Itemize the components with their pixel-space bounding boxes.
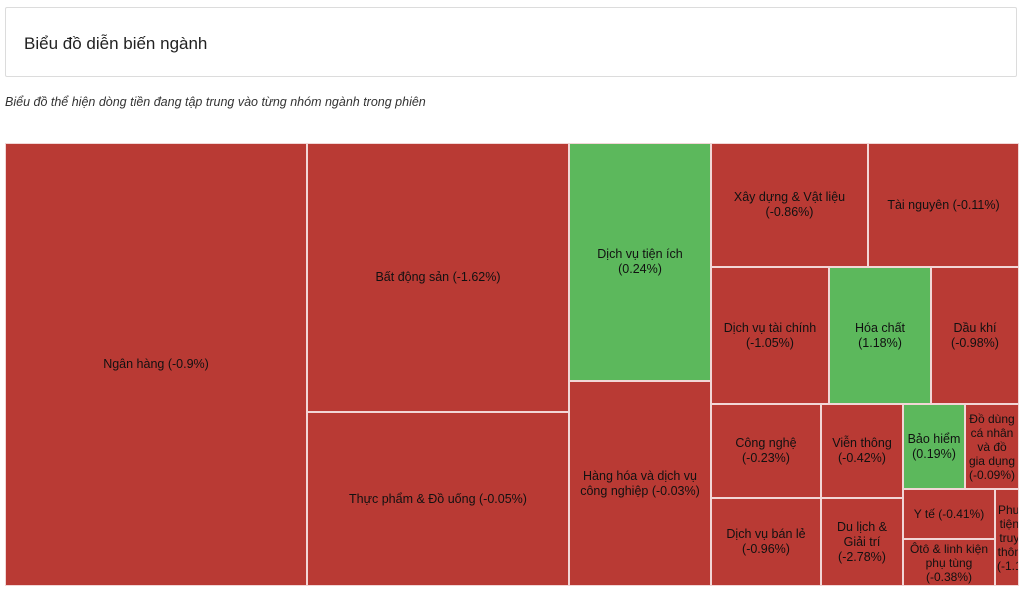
treemap-cell-label: Xây dựng & Vật liệu (-0.86%) <box>733 190 846 219</box>
treemap-cell-label: Ôtô & linh kiện phụ tùng (-0.38%) <box>909 541 989 584</box>
treemap-cell-do-dung-ca-nhan-va-do-gia-dung[interactable]: Đồ dùng cá nhân và đồ gia dụng (-0.09%) <box>965 404 1019 489</box>
treemap-cell-label: Bất động sản (-1.62%) <box>375 270 501 284</box>
treemap-cell-label: Bảo hiểm (0.19%) <box>907 431 961 461</box>
treemap-cell-label: Hàng hóa và dịch vụ công nghiệp (-0.03%) <box>580 468 700 498</box>
treemap-cell-hoa-chat[interactable]: Hóa chất (1.18%) <box>829 267 931 404</box>
page-title: Biểu đồ diễn biến ngành <box>24 34 208 53</box>
treemap-cell-label: Dịch vụ bán lẻ (-0.96%) <box>726 527 806 556</box>
treemap-cell-ngan-hang[interactable]: Ngân hàng (-0.9%) <box>5 143 307 586</box>
treemap-cell-du-lich-giai-tri[interactable]: Du lịch & Giải trí (-2.78%) <box>821 498 903 586</box>
chart-title-card: Biểu đồ diễn biến ngành <box>5 7 1017 77</box>
treemap-cell-thuc-pham-do-uong[interactable]: Thực phẩm & Đồ uống (-0.05%) <box>307 412 569 586</box>
treemap-cell-hang-hoa-va-dich-vu-cong-nghiep[interactable]: Hàng hóa và dịch vụ công nghiệp (-0.03%) <box>569 381 711 586</box>
treemap-cell-label: Ngân hàng (-0.9%) <box>103 357 209 371</box>
treemap-cell-y-te[interactable]: Y tế (-0.41%) <box>903 489 995 539</box>
treemap-cell-cong-nghe[interactable]: Công nghệ (-0.23%) <box>711 404 821 498</box>
treemap-cell-tai-nguyen[interactable]: Tài nguyên (-0.11%) <box>868 143 1019 267</box>
treemap-cell-bat-dong-san[interactable]: Bất động sản (-1.62%) <box>307 143 569 412</box>
treemap-cell-label: Phư tiện truy thôn (-1.1 <box>997 502 1019 573</box>
treemap-cell-dau-khi[interactable]: Dầu khí (-0.98%) <box>931 267 1019 404</box>
treemap-cell-oto-linh-kien-phu-tung[interactable]: Ôtô & linh kiện phụ tùng (-0.38%) <box>903 539 995 586</box>
treemap-cell-label: Dịch vụ tiện ích (0.24%) <box>597 247 683 276</box>
treemap-cell-dich-vu-ban-le[interactable]: Dịch vụ bán lẻ (-0.96%) <box>711 498 821 586</box>
chart-subtitle: Biểu đồ thể hiện dòng tiền đang tập trun… <box>5 95 426 109</box>
treemap-cell-label: Tài nguyên (-0.11%) <box>887 197 1000 212</box>
treemap-cell-dich-vu-tien-ich[interactable]: Dịch vụ tiện ích (0.24%) <box>569 143 711 381</box>
treemap-cell-label: Viễn thông (-0.42%) <box>832 436 892 465</box>
treemap-cell-vien-thong[interactable]: Viễn thông (-0.42%) <box>821 404 903 498</box>
treemap-cell-label: Hóa chất (1.18%) <box>854 320 906 350</box>
treemap-cell-xay-dung-vat-lieu[interactable]: Xây dựng & Vật liệu (-0.86%) <box>711 143 868 267</box>
treemap-cell-phuong-tien-truyen-thong[interactable]: Phư tiện truy thôn (-1.1 <box>995 489 1019 586</box>
treemap-cell-label: Du lịch & Giải trí (-2.78%) <box>836 519 888 564</box>
treemap-cell-label: Công nghệ (-0.23%) <box>735 436 797 465</box>
sector-treemap: Ngân hàng (-0.9%) Bất động sản (-1.62%) Th… <box>5 143 1019 586</box>
treemap-cell-label: Thực phẩm & Đồ uống (-0.05%) <box>349 491 527 506</box>
treemap-cell-label: Dầu khí (-0.98%) <box>951 320 999 350</box>
treemap-cell-label: Y tế (-0.41%) <box>913 507 985 521</box>
treemap-cell-label: Dịch vụ tài chính (-1.05%) <box>723 320 817 350</box>
treemap-cell-bao-hiem[interactable]: Bảo hiểm (0.19%) <box>903 404 965 489</box>
treemap-cell-dich-vu-tai-chinh[interactable]: Dịch vụ tài chính (-1.05%) <box>711 267 829 404</box>
treemap-cell-label: Đồ dùng cá nhân và đồ gia dụng (-0.09%) <box>968 411 1016 482</box>
